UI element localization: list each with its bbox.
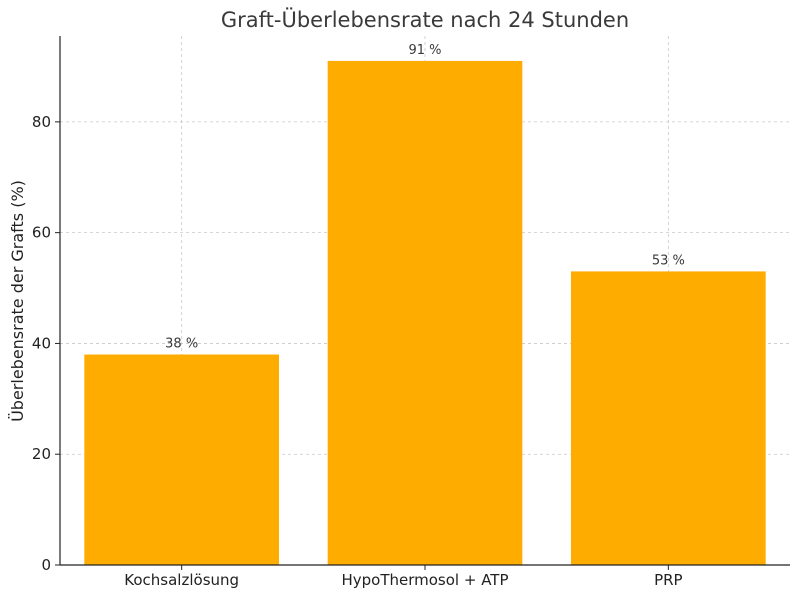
y-tick-label: 60 <box>32 224 51 242</box>
y-tick-label: 40 <box>32 334 51 352</box>
bar <box>84 354 279 565</box>
y-tick-label: 80 <box>32 113 51 131</box>
x-tick-label: HypoThermosol + ATP <box>341 571 508 589</box>
bar <box>327 60 523 566</box>
bars <box>84 60 766 566</box>
bar-value-label: 91 % <box>408 43 441 58</box>
x-tick-label: PRP <box>654 571 683 589</box>
x-tick-label: Kochsalzlösung <box>124 571 239 589</box>
bar-value-label: 38 % <box>165 337 198 352</box>
y-tick-label: 20 <box>32 445 51 463</box>
bar <box>571 271 766 565</box>
y-axis-label: Überlebensrate der Grafts (%) <box>8 180 27 422</box>
y-tick-label: 0 <box>41 556 51 574</box>
labels: 38 % 91 % 53 % 0 20 40 60 80 Kochsalzlösung HypoT… <box>32 43 685 589</box>
chart-title: Graft-Überlebensrate nach 24 Stunden <box>221 7 629 32</box>
bar-value-label: 53 % <box>652 253 685 268</box>
axes <box>55 36 790 570</box>
